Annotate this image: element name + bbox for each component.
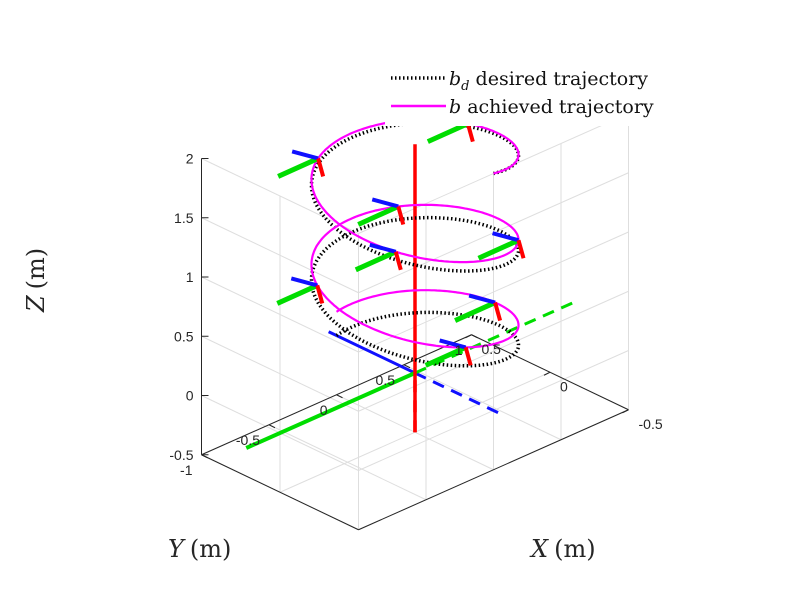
frame-z-axis (465, 123, 475, 143)
frame-y-axis (357, 204, 400, 227)
z-tick-label: 0 (186, 388, 194, 404)
frame-z-axis (493, 302, 503, 322)
world-y-axis (245, 371, 416, 450)
body-frame (454, 293, 503, 323)
side-wall-grid-line (201, 158, 359, 234)
frame-y-axis (354, 249, 397, 273)
frame-x-axis (439, 338, 467, 350)
frame-z-axis (315, 284, 325, 304)
y-tick-label: -1 (180, 462, 193, 478)
x-axis-label: X (m) (529, 535, 596, 563)
legend-label-desired: bd desired trajectory (449, 68, 648, 94)
floor-edge (358, 409, 629, 531)
frame-y-axis (424, 345, 467, 368)
floor-grid-line (403, 364, 562, 441)
frame-x-axis (291, 149, 319, 161)
frame-y-axis (477, 237, 520, 261)
y-tick-label: 0.5 (376, 372, 396, 388)
y-tick-mark (471, 334, 478, 339)
legend: bd desired trajectory b achieved traject… (385, 60, 697, 126)
y-axis-label: Y (m) (168, 535, 231, 563)
y-tick-mark (336, 394, 343, 399)
y-tick-mark (403, 364, 411, 369)
floor-grid-line (268, 424, 427, 501)
frame-x-axis (290, 276, 318, 288)
z-tick-label: 1.5 (174, 210, 194, 226)
z-tick-label: 1 (186, 269, 194, 285)
side-wall-grid-line (201, 217, 359, 294)
world-y-axis-positive (414, 299, 578, 375)
x-tick-label: 0 (560, 378, 568, 394)
x-tick-mark (465, 334, 472, 339)
back-wall-grid-line (358, 231, 629, 353)
desired-trajectory (309, 121, 521, 368)
z-tick-label: 2 (186, 151, 194, 167)
y-tick-label: 1 (455, 342, 463, 358)
frame-z-axis (396, 205, 406, 226)
achieved-trajectory-line (310, 118, 520, 349)
x-tick-label: -0.5 (639, 416, 663, 432)
body-frame (477, 231, 526, 261)
frame-x-axis (492, 231, 520, 243)
frame-y-axis (426, 121, 469, 144)
side-wall-grid-line (201, 335, 359, 412)
body-frame (276, 276, 325, 306)
z-tick-label: 0.5 (174, 328, 194, 344)
y-tick-label: -0.5 (236, 432, 260, 448)
back-wall-grid-line (358, 290, 629, 412)
frame-y-axis (454, 300, 497, 323)
x-tick-mark (543, 371, 551, 376)
z-axis-label: Z(m) (22, 248, 50, 313)
frame-x-axis (369, 242, 397, 254)
frame-x-axis (468, 293, 496, 305)
legend-box (385, 60, 697, 126)
floor-edge (201, 454, 359, 531)
y-tick-label: 0 (320, 402, 328, 418)
y-tick-mark (268, 424, 276, 429)
frame-z-axis (393, 251, 403, 271)
achieved-trajectory (310, 118, 520, 349)
body-frame (277, 149, 326, 179)
frame-z-axis (316, 157, 326, 177)
z-tick-label: -0.5 (169, 447, 193, 463)
body-frame (357, 197, 406, 227)
world-x-axis (328, 330, 416, 375)
y-tick-mark (201, 454, 208, 459)
frame-y-axis (277, 156, 320, 179)
body-frame (424, 338, 473, 368)
side-wall-grid-line (201, 276, 359, 353)
desired-trajectory-line (309, 121, 521, 368)
legend-label-achieved: b achieved trajectory (449, 96, 654, 118)
frame-z-axis (463, 346, 473, 366)
frame-x-axis (371, 197, 399, 209)
body-frame (354, 242, 403, 273)
body-frames (276, 114, 526, 368)
world-x-axis-negative (414, 371, 502, 416)
world-frame (245, 144, 578, 450)
x-tick-label: 0.5 (482, 341, 502, 357)
frame-z-axis (516, 239, 526, 259)
tick-labels: -0.500.511.52-1-0.500.51-0.500.5 (169, 151, 662, 478)
x-tick-mark (622, 409, 629, 414)
frame-y-axis (276, 283, 319, 306)
